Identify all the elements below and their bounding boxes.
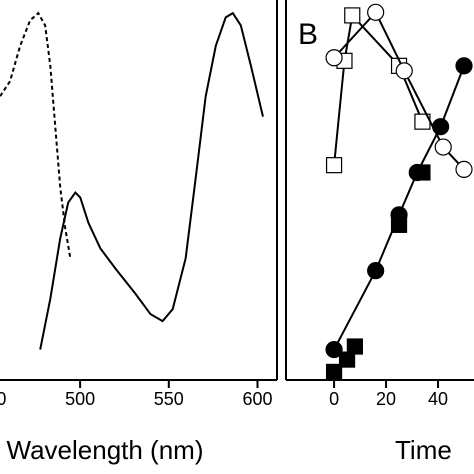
data-line: [333, 65, 465, 351]
marker-square: [344, 7, 361, 24]
marker-circle: [455, 57, 473, 75]
x-tick-label: 450: [0, 389, 6, 409]
marker-circle: [367, 3, 385, 21]
marker-circle: [325, 340, 343, 359]
marker-square: [325, 363, 343, 381]
marker-circle: [367, 262, 385, 280]
marker-square: [325, 157, 343, 174]
x-tick-label: 600: [242, 389, 272, 409]
marker-circle: [395, 62, 413, 80]
data-line: [333, 13, 424, 166]
x-tick-label: 550: [154, 389, 184, 409]
panel-label: B: [298, 18, 318, 51]
x-tick-label: 20: [376, 389, 396, 409]
x-tick-label: 0: [329, 389, 339, 409]
x-tick-label: 500: [65, 389, 95, 409]
marker-square: [414, 164, 431, 181]
x-tick-label: 40: [428, 389, 448, 409]
marker-square: [346, 338, 363, 355]
marker-circle: [434, 138, 452, 156]
data-line: [0, 11, 72, 259]
x-axis-label: Time: [395, 435, 452, 465]
marker-circle: [325, 49, 343, 67]
marker-square: [390, 216, 408, 233]
data-line: [39, 11, 264, 350]
marker-circle: [455, 160, 473, 179]
x-axis-label: Wavelength (nm): [7, 435, 204, 465]
